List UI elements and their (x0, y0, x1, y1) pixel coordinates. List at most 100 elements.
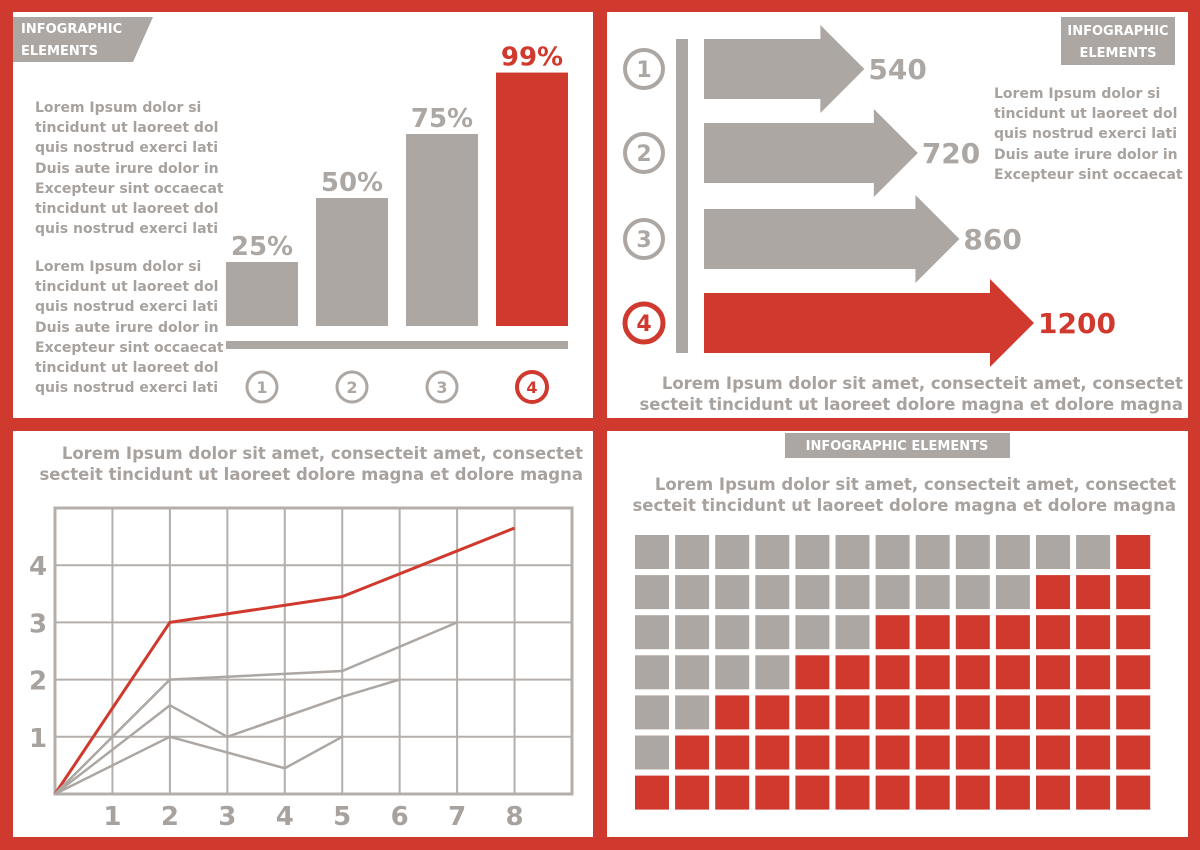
y-tick-label: 2 (29, 667, 47, 697)
vertical-axis-bar (676, 39, 688, 353)
waffle-cell-highlighted (1076, 655, 1111, 690)
waffle-cell-highlighted (915, 735, 950, 770)
x-tick-label: 8 (506, 802, 524, 832)
series-line-3 (54, 678, 401, 795)
text-line: tincidunt ut laoreet dol (994, 106, 1178, 123)
waffle-cell-highlighted (835, 735, 870, 770)
tag-line-2: ELEMENTS (1080, 46, 1157, 61)
waffle-cell-highlighted (995, 655, 1030, 690)
waffle-cell-highlighted (1076, 775, 1111, 810)
waffle-cell (715, 575, 750, 610)
text-line: Lorem Ipsum dolor sit amet, consecteit a… (61, 444, 583, 463)
category-circle (245, 370, 279, 404)
tag-box (785, 433, 1010, 458)
text-line: Lorem Ipsum dolor sit amet, consecteit a… (661, 374, 1183, 393)
line-chart-header: Lorem Ipsum dolor sit amet, consecteit a… (39, 444, 583, 485)
description-2: Lorem Ipsum dolor si tincidunt ut laoree… (35, 257, 224, 398)
line-chart-panel: Lorem Ipsum dolor sit amet, consecteit a… (13, 431, 593, 837)
y-tick-label: 4 (29, 552, 47, 582)
text-line: tincidunt ut laoreet dol (35, 120, 219, 137)
text-line: Duis aute irure dolor in (994, 146, 1178, 163)
arrow-value-label: 860 (963, 223, 1021, 256)
x-tick-label: 1 (103, 802, 121, 832)
category-label: 3 (436, 378, 447, 397)
waffle-cell (955, 575, 990, 610)
waffle-cell (635, 575, 669, 610)
waffle-cell-highlighted (835, 775, 870, 810)
bar-chart: INFOGRAPHIC ELEMENTS 25% 1 50% 2 75% 3 99% 4 (13, 17, 568, 404)
waffle-chart: INFOGRAPHIC ELEMENTS (635, 433, 1151, 810)
tag-box (1061, 17, 1175, 65)
waffle-cell (675, 615, 710, 650)
text-line: tincidunt ut laoreet dol (35, 360, 219, 377)
text-line: Excepteur sint occaecat (994, 166, 1183, 183)
waffle-cell (715, 615, 750, 650)
category-circle (623, 48, 665, 90)
waffle-cell-highlighted (755, 735, 790, 770)
waffle-cell-highlighted (875, 615, 910, 650)
waffle-cell (635, 655, 669, 690)
tick-labels: 1 2 3 4 5 6 7 8 1 2 3 4 (29, 552, 524, 832)
waffle-cell (635, 695, 669, 730)
category-label: 2 (346, 378, 357, 397)
tag-text: INFOGRAPHIC ELEMENTS (806, 439, 989, 454)
bar-1 (226, 262, 298, 326)
text-line: secteit tincidunt ut laoreet dolore magn… (639, 394, 1183, 414)
x-tick-label: 3 (218, 802, 236, 832)
category-label: 3 (636, 228, 651, 253)
series-lines (53, 526, 516, 796)
waffle-cell (675, 655, 710, 690)
waffle-header: Lorem Ipsum dolor sit amet, consecteit a… (632, 475, 1176, 516)
waffle-cell (675, 695, 710, 730)
line-chart: 1 2 3 4 5 6 7 8 1 2 3 4 (29, 506, 574, 832)
bar-value-label: 75% (411, 104, 473, 134)
series-line-4 (54, 735, 343, 796)
waffle-cell-highlighted (795, 775, 830, 810)
x-tick-label: 6 (391, 802, 409, 832)
text-line: quis nostrud exerci lati (35, 140, 219, 157)
arrow-chart: INFOGRAPHIC ELEMENTS 540 1 720 2 860 3 1200 4 (622, 17, 1175, 367)
waffle-cell (835, 535, 870, 569)
waffle-cell (675, 575, 710, 610)
waffle-cell (995, 535, 1030, 569)
waffle-cell-highlighted (1076, 615, 1111, 650)
text-line: Duis aute irure dolor in (35, 160, 219, 177)
arrow-3 (704, 195, 960, 283)
waffle-cell-highlighted (1036, 735, 1070, 770)
waffle-cell-highlighted (1076, 695, 1111, 730)
waffle-chart-panel: INFOGRAPHIC ELEMENTS Lorem Ipsum dolor s… (607, 431, 1188, 837)
text-line: Lorem Ipsum dolor si (994, 86, 1161, 102)
waffle-cell-highlighted (755, 695, 790, 730)
text-line: Excepteur sint occaecat (35, 180, 224, 197)
tag-line-1: INFOGRAPHIC (1067, 24, 1168, 39)
waffle-cell (715, 535, 750, 569)
waffle-cell-highlighted (675, 775, 710, 810)
category-circle (623, 218, 665, 260)
waffle-cell (635, 735, 669, 770)
x-tick-label: 2 (161, 802, 179, 832)
waffle-cell (755, 615, 790, 650)
waffle-cell-highlighted (755, 775, 790, 810)
waffle-cell-highlighted (955, 655, 990, 690)
arrow-value-label: 1200 (1038, 307, 1116, 340)
waffle-cell-highlighted (715, 775, 750, 810)
waffle-cell-highlighted (1116, 615, 1151, 650)
waffle-cell (955, 535, 990, 569)
waffle-cell (795, 615, 830, 650)
waffle-cell-highlighted (955, 735, 990, 770)
bar-2 (316, 198, 388, 326)
waffle-cell-highlighted (1036, 575, 1070, 610)
bars: 25% 1 50% 2 75% 3 99% 4 (226, 43, 568, 404)
waffle-cell-highlighted (1116, 535, 1151, 569)
waffle-cell (755, 535, 790, 569)
x-tick-label: 5 (333, 802, 351, 832)
text-line: tincidunt ut laoreet dol (35, 201, 219, 218)
waffle-cell-highlighted (915, 615, 950, 650)
waffle-cell-highlighted (875, 655, 910, 690)
waffle-cell (1036, 535, 1070, 569)
bar-value-label: 50% (321, 168, 383, 198)
arrow-description: Lorem Ipsum dolor si tincidunt ut laoree… (994, 84, 1183, 185)
waffle-cell-highlighted (1116, 695, 1151, 730)
bar-4 (496, 72, 568, 326)
waffle-cell-highlighted (795, 695, 830, 730)
